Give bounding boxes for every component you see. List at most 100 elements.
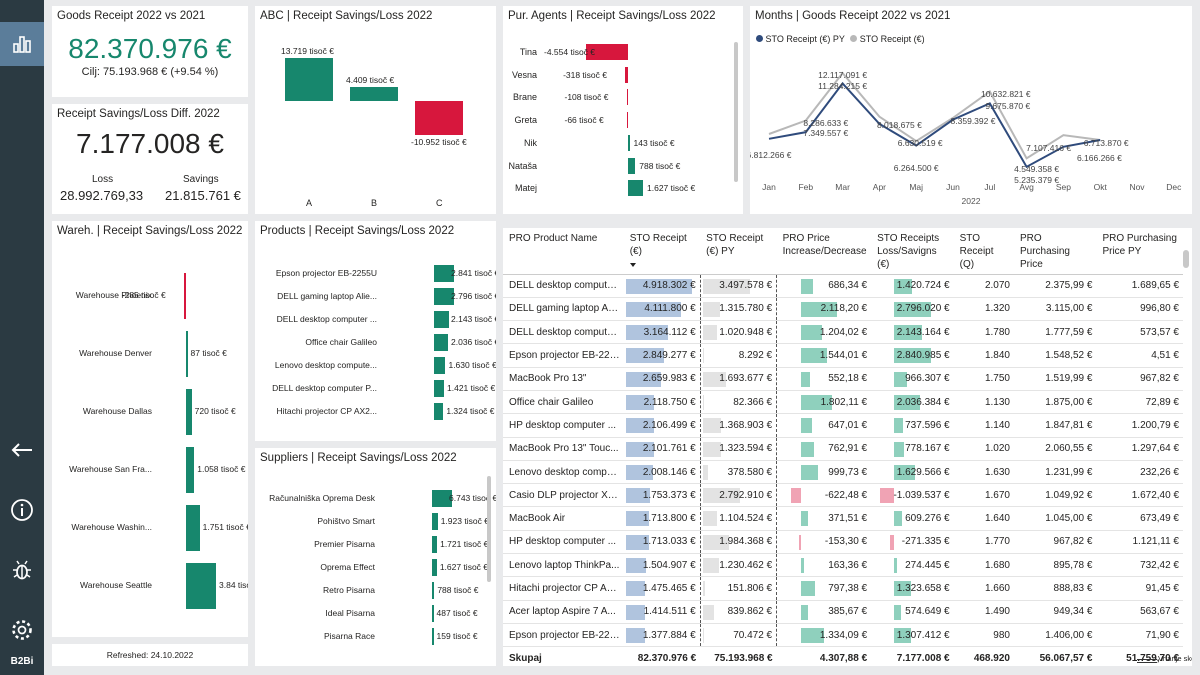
kpi-goods-receipt-title: Goods Receipt 2022 vs 2021 [57,10,206,22]
suppliers-bar[interactable] [432,559,437,576]
agent-bar[interactable] [628,157,636,174]
cell-text: 1.629.566 € [896,466,950,478]
cell-text: 732,42 € [1140,559,1179,571]
agent-bar[interactable] [626,89,628,106]
cell-text: 647,01 € [828,419,868,431]
column-header[interactable]: PRO Price Increase/Decrease [776,228,872,275]
cell-data-bar [893,301,931,317]
table-row[interactable]: Office chair Galileo 2.118.750 € 82.366 € 1… [503,390,1183,415]
bug-icon[interactable] [0,548,44,592]
table-row[interactable]: HP desktop computer ... 2.106.499 € 1.368.… [503,413,1183,438]
cell-text: 778.167 € [905,443,950,455]
suppliers-bar[interactable] [432,605,434,622]
wareh-bar[interactable] [186,563,216,609]
cell-data-bar [625,325,669,341]
wareh-bar[interactable] [183,273,186,319]
table-row[interactable]: Casio DLP projector XJ-... 1.753.373 € 2.7… [503,483,1183,508]
suppliers-scrollbar[interactable] [487,476,491,582]
cell-text: 1.490 [984,606,1010,618]
cell-data-bar [625,418,655,434]
table-cell: 552,18 € [776,367,872,391]
table-row[interactable]: Lenovo desktop compu... 2.008.146 € 378.58… [503,460,1183,485]
table-scrollbar[interactable] [1183,250,1189,268]
back-arrow-icon[interactable] [0,428,44,472]
suppliers-bar[interactable] [432,513,438,530]
products-bar[interactable] [434,334,449,351]
agent-bar[interactable] [586,44,628,60]
column-header[interactable]: STO Receipt (€) [623,228,701,275]
cell-text: 1.780 [984,326,1010,338]
cell-data-bar [801,394,832,410]
cell-text: 573,57 € [1140,326,1179,338]
sort-desc-icon[interactable] [629,263,636,267]
suppliers-bar[interactable] [432,490,452,507]
products-value-label: 2.036 tisoč € [451,336,496,347]
cell-text: 967,82 € [1140,373,1179,385]
series-line-current[interactable] [768,81,1101,169]
table-row[interactable]: MacBook Pro 13" 2.659.983 € 1.693.677 € 552… [503,367,1183,391]
abc-bar[interactable] [350,87,398,101]
column-header[interactable]: PRO Purchasing Price [1013,228,1097,275]
column-header[interactable]: PRO Product Name [503,228,624,275]
wareh-bar[interactable] [186,389,192,435]
suppliers-value-label: 6.743 tisoč € [449,492,496,503]
abc-bar[interactable] [285,58,333,101]
abc-bar[interactable] [415,101,463,136]
agent-bar[interactable] [628,180,643,197]
cell-data-bar [625,371,662,387]
table-row[interactable]: HP desktop computer ... 1.713.033 € 1.984.… [503,530,1183,555]
table-row[interactable]: MacBook Air 1.713.800 € 1.104.524 € 371,51 … [503,506,1183,531]
column-header[interactable]: STO Receipt (€) PY [700,228,777,275]
series-line-py[interactable] [768,71,1101,160]
agents-scrollbar[interactable] [734,42,738,182]
suppliers-bar[interactable] [432,536,438,553]
line-data-label: 5.235.379 € [1014,175,1059,185]
products-bar[interactable] [434,311,450,328]
wareh-bar[interactable] [186,505,200,551]
wareh-bar[interactable] [186,447,195,493]
cell-text: 3.164.112 € [643,326,696,338]
cell-text: 4,51 € [1151,350,1179,362]
cell-text: 1.670 [984,489,1010,501]
suppliers-chart: Suppliers | Receipt Savings/Loss 2022 Ra… [255,448,496,666]
table-row[interactable]: Acer laptop Aspire 7 A... 1.414.511 € 839.… [503,600,1183,624]
products-bar[interactable] [434,403,444,420]
table-row[interactable]: DELL desktop compute... 4.918.302 € 3.497.… [503,274,1183,298]
products-bar[interactable] [434,380,444,397]
drillthrough-label[interactable]: Vrtanje skozi [1158,654,1192,663]
products-bar[interactable] [434,357,446,374]
cell-text: 1.230.462 € [719,559,773,571]
table-row[interactable]: Epson projector EB-224... 1.377.884 € 70.4… [503,623,1183,648]
cell-text: 2.796.020 € [896,303,950,315]
products-bar[interactable] [434,288,454,305]
column-header[interactable]: PRO Purchasing Price PY [1096,228,1183,275]
agent-bar[interactable] [628,134,630,151]
suppliers-bar[interactable] [432,582,435,599]
cell-text: 3.497.578 € [719,280,773,292]
column-header[interactable]: STO Receipts Loss/Savigns (€) [871,228,954,275]
agent-bar[interactable] [625,66,628,83]
table-row[interactable]: DELL gaming laptop Ali... 4.111.800 € 1.31… [503,297,1183,322]
cell-data-bar [801,418,812,434]
table-row[interactable]: Lenovo laptop ThinkPa... 1.504.907 € 1.230… [503,553,1183,578]
products-bar[interactable] [434,265,454,282]
table-row[interactable]: MacBook Pro 13" Touc... 2.101.761 € 1.323.… [503,437,1183,461]
table-row[interactable]: Hitachi projector CP AX... 1.475.465 € 151… [503,576,1183,601]
drillthrough-icon[interactable] [1137,659,1157,663]
table-cell: 1.750 [953,367,1014,391]
bar-chart-icon[interactable] [0,22,44,66]
settings-gear-icon[interactable] [0,608,44,652]
suppliers-bar[interactable] [432,628,434,645]
table-row[interactable]: DELL desktop compute... 3.164.112 € 1.020.… [503,320,1183,345]
agent-bar[interactable] [626,112,628,129]
agent-name: Tina [519,47,537,57]
wareh-bar[interactable] [186,331,188,377]
column-header[interactable]: STO Receipt (Q) [953,228,1014,275]
cell-data-bar [893,464,916,480]
cell-data-bar [801,278,813,294]
info-icon[interactable] [0,488,44,532]
table-row[interactable]: Epson projector EB-225... 2.849.277 € 8.29… [503,343,1183,368]
wareh-name: Warehouse Phoenix [75,290,152,300]
agent-value-label: -4.554 tisoč € [544,47,596,57]
products-chart-title: Products | Receipt Savings/Loss 2022 [260,225,455,237]
